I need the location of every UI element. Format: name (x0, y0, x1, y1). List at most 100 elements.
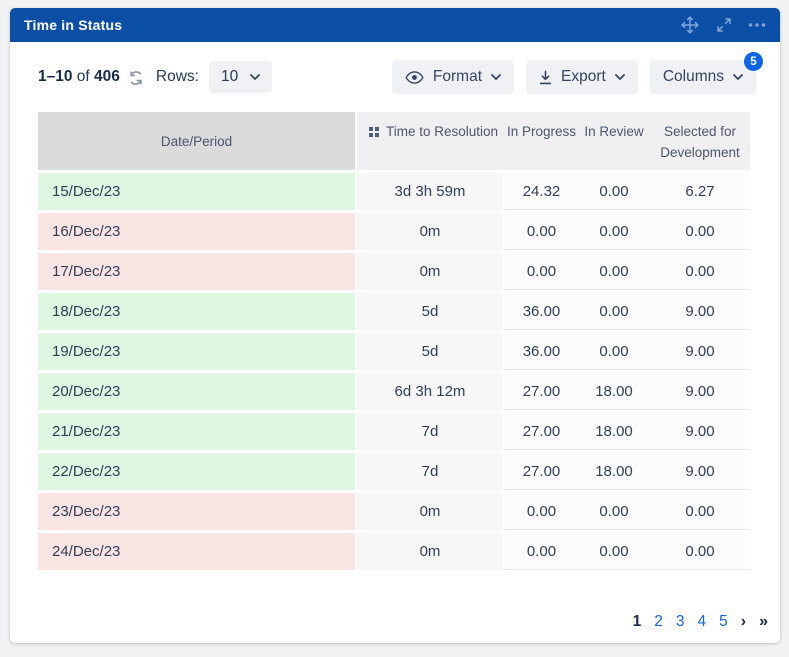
drag-handle-icon (369, 127, 379, 137)
total-count: 406 (94, 68, 120, 85)
table-header-row: Date/Period Time to Resolution In Progre… (38, 112, 750, 170)
gadget-header: Time in Status (10, 8, 780, 42)
selected-for-development-cell: 9.00 (650, 453, 750, 490)
rows-label: Rows: (156, 68, 199, 86)
in-progress-cell: 0.00 (505, 493, 578, 530)
columns-count-badge: 5 (744, 52, 763, 71)
in-review-cell: 0.00 (578, 493, 650, 530)
format-button-label: Format (433, 68, 482, 86)
in-review-cell: 18.00 (578, 453, 650, 490)
date-cell: 15/Dec/23 (38, 173, 357, 210)
date-cell: 21/Dec/23 (38, 413, 357, 450)
selected-for-development-cell: 0.00 (650, 253, 750, 290)
table-row: 19/Dec/23 5d 36.00 0.00 9.00 (38, 333, 750, 370)
time-to-resolution-cell: 5d (357, 293, 505, 330)
in-progress-cell: 27.00 (505, 453, 578, 490)
time-to-resolution-cell: 0m (357, 533, 505, 570)
table-row: 21/Dec/23 7d 27.00 18.00 9.00 (38, 413, 750, 450)
in-review-cell: 0.00 (578, 333, 650, 370)
in-progress-cell: 36.00 (505, 293, 578, 330)
date-cell: 22/Dec/23 (38, 453, 357, 490)
selected-for-development-cell: 9.00 (650, 333, 750, 370)
in-review-cell: 0.00 (578, 293, 650, 330)
time-to-resolution-cell: 0m (357, 213, 505, 250)
page-3-link[interactable]: 3 (676, 613, 685, 631)
expand-icon[interactable] (716, 17, 732, 33)
pagination: 1 2 3 4 5 › » (633, 613, 767, 631)
selected-for-development-cell: 9.00 (650, 413, 750, 450)
table-row: 18/Dec/23 5d 36.00 0.00 9.00 (38, 293, 750, 330)
toolbar: 1–10 of 406 Rows: 10 Format (38, 60, 756, 94)
date-cell: 18/Dec/23 (38, 293, 357, 330)
time-to-resolution-cell: 6d 3h 12m (357, 373, 505, 410)
time-to-resolution-cell: 3d 3h 59m (357, 173, 505, 210)
in-progress-cell: 0.00 (505, 253, 578, 290)
date-cell: 19/Dec/23 (38, 333, 357, 370)
table-row: 22/Dec/23 7d 27.00 18.00 9.00 (38, 453, 750, 490)
download-icon (539, 70, 552, 85)
page-5-link[interactable]: 5 (719, 613, 728, 631)
selected-for-development-cell: 9.00 (650, 293, 750, 330)
selected-for-development-cell: 6.27 (650, 173, 750, 210)
in-review-cell: 0.00 (578, 533, 650, 570)
chevron-down-icon (615, 74, 625, 80)
in-progress-cell: 0.00 (505, 533, 578, 570)
column-header-label: Time to Resolution (386, 121, 498, 142)
column-header-selected-for-development[interactable]: Selected for Development (650, 112, 750, 170)
column-header-in-review[interactable]: In Review (578, 112, 650, 170)
result-range: 1–10 of 406 (38, 68, 120, 86)
in-progress-cell: 36.00 (505, 333, 578, 370)
last-page-icon[interactable]: » (759, 614, 767, 630)
in-review-cell: 0.00 (578, 253, 650, 290)
time-to-resolution-cell: 0m (357, 253, 505, 290)
date-cell: 17/Dec/23 (38, 253, 357, 290)
page-4-link[interactable]: 4 (698, 613, 707, 631)
columns-button-label: Columns (663, 68, 724, 86)
table-row: 15/Dec/23 3d 3h 59m 24.32 0.00 6.27 (38, 173, 750, 210)
column-header-date-period[interactable]: Date/Period (38, 112, 357, 170)
move-icon[interactable] (680, 15, 700, 35)
in-progress-cell: 0.00 (505, 213, 578, 250)
export-button[interactable]: Export (526, 60, 638, 94)
of-label: of (77, 68, 90, 85)
table-row: 24/Dec/23 0m 0.00 0.00 0.00 (38, 533, 750, 570)
page-1-current[interactable]: 1 (633, 613, 642, 631)
column-header-in-progress[interactable]: In Progress (505, 112, 578, 170)
page-2-link[interactable]: 2 (654, 613, 663, 631)
table-row: 20/Dec/23 6d 3h 12m 27.00 18.00 9.00 (38, 373, 750, 410)
rows-per-page-select[interactable]: 10 (209, 61, 272, 93)
in-review-cell: 0.00 (578, 173, 650, 210)
range-values: 1–10 (38, 68, 72, 85)
time-to-resolution-cell: 0m (357, 493, 505, 530)
rows-per-page-value: 10 (221, 68, 238, 86)
selected-for-development-cell: 0.00 (650, 213, 750, 250)
export-button-label: Export (561, 68, 606, 86)
time-in-status-gadget: Time in Status 1–1 (10, 8, 780, 643)
columns-button[interactable]: Columns 5 (650, 60, 756, 94)
in-review-cell: 18.00 (578, 373, 650, 410)
selected-for-development-cell: 9.00 (650, 373, 750, 410)
refresh-icon[interactable] (128, 70, 144, 86)
table-row: 17/Dec/23 0m 0.00 0.00 0.00 (38, 253, 750, 290)
next-page-icon[interactable]: › (741, 614, 746, 630)
format-button[interactable]: Format (392, 60, 514, 94)
table-row: 16/Dec/23 0m 0.00 0.00 0.00 (38, 213, 750, 250)
more-options-icon[interactable] (748, 22, 766, 28)
date-cell: 24/Dec/23 (38, 533, 357, 570)
in-progress-cell: 24.32 (505, 173, 578, 210)
in-progress-cell: 27.00 (505, 373, 578, 410)
in-review-cell: 18.00 (578, 413, 650, 450)
chevron-down-icon (733, 74, 743, 80)
selected-for-development-cell: 0.00 (650, 493, 750, 530)
time-in-status-table: Date/Period Time to Resolution In Progre… (38, 112, 750, 570)
in-review-cell: 0.00 (578, 213, 650, 250)
chevron-down-icon (250, 74, 260, 80)
eye-icon (405, 71, 424, 84)
date-cell: 20/Dec/23 (38, 373, 357, 410)
page-title: Time in Status (24, 17, 122, 33)
column-header-time-to-resolution[interactable]: Time to Resolution (357, 112, 505, 170)
chevron-down-icon (491, 74, 501, 80)
in-progress-cell: 27.00 (505, 413, 578, 450)
time-to-resolution-cell: 7d (357, 453, 505, 490)
selected-for-development-cell: 0.00 (650, 533, 750, 570)
